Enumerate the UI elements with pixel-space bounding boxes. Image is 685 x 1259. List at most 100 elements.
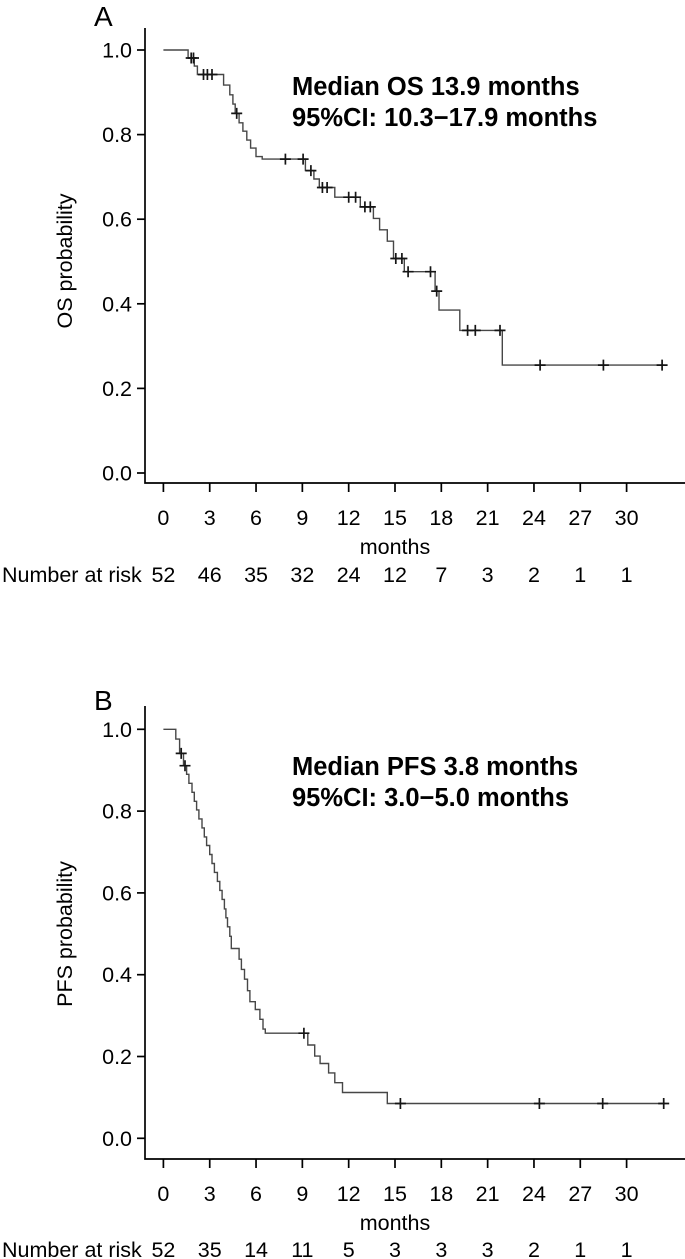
number-at-risk-value: 35 — [244, 563, 268, 587]
censor-plus — [658, 1098, 670, 1109]
number-at-risk-value: 5 — [343, 1238, 355, 1259]
number-at-risk-value: 52 — [151, 563, 175, 587]
x-axis: 0 3 6 9 12 15 18 21 24 27 30 — [157, 1159, 639, 1206]
y-tick-label: 0.6 — [102, 208, 132, 232]
x-tick-label: 27 — [568, 506, 592, 530]
number-at-risk-value: 3 — [389, 1238, 401, 1259]
censor-plus — [534, 359, 546, 371]
number-at-risk-value: 3 — [435, 1238, 447, 1259]
number-at-risk-value: 3 — [482, 563, 494, 587]
axis-lines — [144, 706, 685, 1160]
panel-pfs: B 1.0 0.8 0.6 0.4 0.2 0.0 0 3 6 9 12 15 18 21 24 27 30 mo… — [0, 630, 685, 1259]
censor-plus — [597, 1098, 609, 1109]
x-tick-label: 3 — [204, 506, 216, 530]
censor-plus — [469, 324, 481, 336]
panel-os: A 1.0 0.8 0.6 0.4 0.2 0.0 0 3 6 9 12 15 18 21 24 27 30 mo… — [2, 1, 685, 587]
x-tick-label: 18 — [429, 1182, 453, 1206]
x-tick-label: 0 — [157, 506, 169, 530]
x-tick-label: 24 — [522, 506, 546, 530]
censor-plus — [297, 153, 309, 165]
x-tick-label: 6 — [250, 1182, 262, 1206]
x-tick-label: 6 — [250, 506, 262, 530]
censor-plus — [431, 285, 443, 297]
x-tick-label: 9 — [296, 506, 308, 530]
km-curve — [163, 728, 666, 1105]
x-tick-label: 21 — [476, 506, 500, 530]
y-tick-label: 1.0 — [102, 718, 132, 742]
panel-a-label: A — [94, 1, 113, 32]
x-axis-title: months — [360, 1211, 431, 1235]
y-axis: 1.0 0.8 0.6 0.4 0.2 0.0 — [102, 39, 145, 486]
censor-plus — [231, 107, 243, 119]
y-tick-label: 1.0 — [102, 39, 132, 63]
number-at-risk-label: Number at risk — [2, 563, 142, 587]
number-at-risk-row: Number at risk 52 46 35 32 24 12 7 3 2 1 1 — [2, 563, 633, 587]
censor-plus — [597, 359, 609, 371]
pfs-km-chart: 1.00.80.60.40.20.00 3 6 9 12 15 18 21 24 27 30mont… — [2, 706, 685, 1259]
number-at-risk-value: 14 — [244, 1238, 268, 1259]
km-curve — [163, 49, 664, 366]
number-at-risk-label: Number at risk — [2, 1238, 142, 1259]
x-tick-label: 0 — [157, 1182, 169, 1206]
censor-marks — [175, 747, 670, 1109]
number-at-risk-value: 1 — [621, 1238, 633, 1259]
censor-plus — [321, 182, 333, 193]
y-tick-label: 0.6 — [102, 881, 132, 905]
y-tick-label: 0.8 — [102, 800, 132, 824]
number-at-risk-value: 1 — [574, 1238, 586, 1259]
y-tick-label: 0.2 — [102, 377, 132, 401]
censor-plus — [305, 165, 317, 177]
x-axis: 0 3 6 9 12 15 18 21 24 27 30 — [157, 483, 639, 530]
censor-plus — [206, 69, 218, 80]
y-tick-label: 0.0 — [102, 1127, 132, 1151]
axis-lines — [144, 28, 685, 484]
number-at-risk-value: 1 — [621, 563, 633, 587]
censor-plus — [402, 266, 414, 278]
y-axis: 1.0 0.8 0.6 0.4 0.2 0.0 — [102, 718, 145, 1151]
number-at-risk-value: 2 — [528, 1238, 540, 1259]
censor-plus — [179, 760, 191, 772]
x-tick-label: 15 — [383, 1182, 407, 1206]
x-tick-label: 15 — [383, 506, 407, 530]
x-tick-label: 24 — [522, 1182, 546, 1206]
censor-plus — [298, 1027, 310, 1039]
censor-plus — [279, 153, 291, 165]
x-tick-label: 30 — [615, 506, 639, 530]
x-tick-label: 18 — [429, 506, 453, 530]
x-tick-label: 9 — [296, 1182, 308, 1206]
x-tick-label: 3 — [204, 1182, 216, 1206]
censor-marks — [185, 52, 668, 371]
number-at-risk-value: 12 — [383, 563, 407, 587]
censor-plus — [175, 747, 187, 759]
annotation-ci: 95%CI: 3.0−5.0 months — [292, 784, 569, 812]
panel-b-label: B — [94, 685, 113, 716]
x-tick-label: 30 — [615, 1182, 639, 1206]
x-axis-title: months — [360, 535, 431, 559]
censor-plus — [350, 191, 362, 203]
censor-plus — [494, 324, 506, 336]
number-at-risk-value: 7 — [435, 563, 447, 587]
number-at-risk-value: 46 — [198, 563, 222, 587]
x-tick-label: 12 — [337, 1182, 361, 1206]
censor-plus — [425, 266, 436, 278]
os-km-chart: 1.00.80.60.40.20.00 3 6 9 12 15 18 21 24 27 30mont… — [2, 28, 685, 587]
annotation-median: Median OS 13.9 months — [292, 73, 580, 101]
x-tick-label: 21 — [476, 1182, 500, 1206]
annotation-ci: 95%CI: 10.3−17.9 months — [292, 104, 597, 132]
number-at-risk-value: 1 — [574, 563, 586, 587]
censor-plus — [533, 1098, 545, 1109]
censor-plus — [656, 359, 668, 371]
censor-plus — [394, 1098, 406, 1109]
y-tick-label: 0.2 — [102, 1045, 132, 1069]
number-at-risk-value: 52 — [151, 1238, 175, 1259]
censor-plus — [396, 253, 408, 264]
number-at-risk-value: 32 — [290, 563, 314, 587]
y-tick-label: 0.8 — [102, 123, 132, 147]
annotation-median: Median PFS 3.8 months — [292, 753, 578, 781]
x-tick-label: 12 — [337, 506, 361, 530]
number-at-risk-value: 11 — [291, 1238, 313, 1259]
y-axis-title: OS probability — [53, 193, 77, 328]
censor-plus — [188, 52, 199, 64]
y-axis-title: PFS probability — [53, 861, 77, 1007]
